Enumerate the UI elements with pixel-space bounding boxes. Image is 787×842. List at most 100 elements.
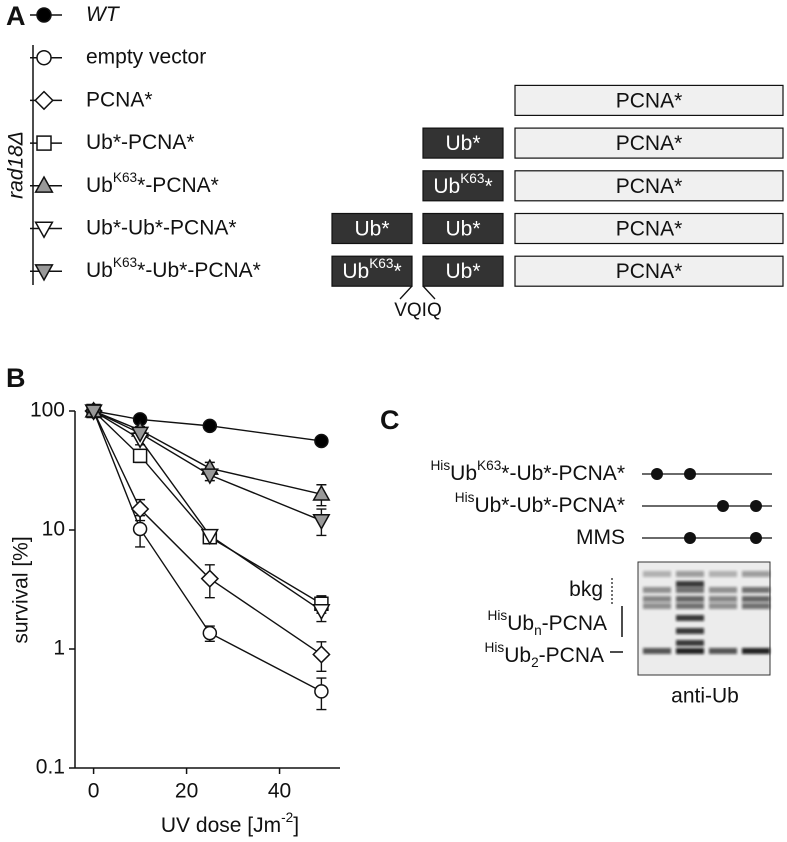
- pcna-box: [514, 255, 784, 287]
- box-label: Ub*: [445, 260, 480, 283]
- text-part: *: [393, 260, 401, 283]
- row-label: HisUb*-Ub*-PCNA*: [455, 490, 625, 516]
- data-point: [132, 448, 148, 464]
- row-label: MMS: [576, 526, 625, 549]
- legend-marker: [34, 90, 54, 111]
- panel-letter: C: [380, 405, 400, 435]
- data-point: [312, 513, 331, 531]
- blot-band: [643, 571, 671, 577]
- text-part: K63: [113, 170, 137, 185]
- series-line: [93, 410, 322, 612]
- text-part: Ub*: [445, 217, 480, 240]
- series-line: [93, 410, 322, 605]
- data-point: [130, 499, 150, 519]
- data-point: [314, 433, 329, 449]
- data-point: [131, 426, 150, 443]
- blot-band: [709, 596, 737, 602]
- legend-label: UbK63*-PCNA*: [86, 170, 219, 196]
- data-point: [312, 484, 331, 501]
- x-tick-label: 0: [88, 780, 100, 803]
- blot-band: [742, 587, 770, 593]
- x-axis-title: UV dose [Jm-2]: [161, 810, 299, 836]
- data-point: [200, 468, 219, 485]
- text-part: *: [484, 174, 492, 197]
- text-part: His: [485, 640, 505, 655]
- lane-dot: [651, 468, 663, 480]
- blot-label: HisUbn-PCNA: [488, 608, 608, 638]
- pcna-box: [514, 170, 784, 202]
- blot-band: [643, 596, 671, 602]
- linker-line: [399, 285, 413, 300]
- box-label: PCNA*: [616, 260, 683, 283]
- linker-line: [422, 285, 436, 300]
- text-part: K63: [477, 458, 501, 473]
- legend-marker: [34, 221, 54, 239]
- blot-label: bkg: [569, 578, 603, 601]
- text-part: *-Ub*-PCNA*: [501, 462, 625, 485]
- blot-band: [676, 640, 704, 646]
- text-part: Ub: [86, 259, 113, 282]
- box-label: PCNA*: [616, 174, 683, 197]
- pcna-box: [514, 127, 784, 159]
- x-tick-label: 40: [268, 780, 291, 803]
- ub-box: [422, 170, 504, 202]
- data-point: [200, 569, 220, 588]
- text-part: Ub: [450, 462, 477, 485]
- series-line: [92, 410, 322, 656]
- text-part: PCNA*: [616, 174, 683, 197]
- text-part: WT: [86, 3, 121, 26]
- lane-dot: [750, 532, 762, 544]
- legend-marker: [36, 49, 52, 66]
- series-line: [93, 410, 322, 522]
- x-tick-label: 20: [175, 780, 198, 803]
- blot-band: [676, 603, 704, 609]
- blot-band: [676, 571, 704, 577]
- legend-marker: [34, 175, 54, 193]
- text-part: K63: [369, 256, 393, 271]
- ub-box: [422, 127, 504, 159]
- text-part: ]: [293, 814, 299, 837]
- blot-band: [709, 648, 737, 654]
- blot-band: [709, 587, 737, 593]
- ub-box: [331, 212, 413, 245]
- text-part: Ub*: [445, 132, 480, 155]
- box-label: PCNA*: [616, 217, 683, 240]
- text-part: n: [534, 623, 542, 638]
- blot-band: [742, 648, 770, 654]
- data-point: [314, 684, 329, 699]
- lane-dot: [717, 500, 729, 512]
- text-part: PCNA*: [616, 89, 683, 112]
- legend-label: Ub*-Ub*-PCNA*: [86, 216, 237, 239]
- blot-band: [676, 587, 704, 593]
- box-label: UbK63*: [433, 171, 492, 197]
- text-part: Ub: [86, 173, 113, 196]
- blot-band: [709, 571, 737, 577]
- series-line: [93, 410, 322, 495]
- lane-dot: [684, 468, 696, 480]
- box-label: UbK63*: [342, 256, 401, 282]
- data-point: [84, 404, 103, 421]
- legend-label: empty vector: [86, 45, 206, 68]
- data-point: [202, 418, 218, 434]
- box-label: Ub*: [445, 217, 480, 240]
- blot-band: [742, 571, 770, 577]
- legend-marker: [36, 135, 52, 151]
- text-part: His: [488, 608, 508, 623]
- row-label: HisUbK63*-Ub*-PCNA*: [430, 458, 625, 484]
- legend-label: UbK63*-Ub*-PCNA*: [86, 255, 261, 281]
- blot-band: [643, 648, 671, 654]
- legend-label: Ub*-PCNA*: [86, 131, 195, 154]
- text-part: Ub: [433, 174, 460, 197]
- pcna-box: [514, 212, 784, 245]
- data-point: [312, 604, 331, 621]
- data-point: [200, 528, 219, 546]
- panel-letter: B: [6, 363, 26, 393]
- y-tick-label: 1: [53, 637, 65, 660]
- text-part: bkg: [569, 578, 603, 601]
- legend-label: PCNA*: [86, 88, 153, 111]
- series-line: [92, 410, 322, 693]
- legend-marker: [36, 7, 52, 23]
- text-part: Ub: [507, 612, 534, 635]
